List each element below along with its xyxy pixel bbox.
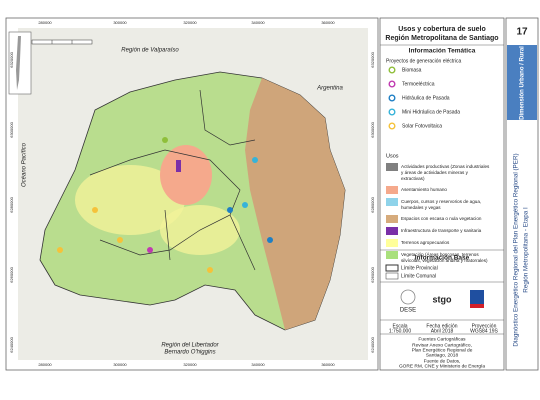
legend-label: Infraestructura de transporte y sanitari… (401, 228, 482, 233)
legend-icon (388, 108, 396, 116)
x-coordinate: 360000 (321, 20, 335, 25)
urban-zone (160, 145, 212, 205)
dimension-box (507, 45, 537, 120)
table-value: 1:750.000 (389, 328, 411, 334)
legend-label: Actividades productivas (Zonas industria… (401, 164, 490, 181)
sources-line: Revisar Anexo Cartográfico, (412, 342, 472, 348)
legend-title: Información Temática (409, 48, 476, 55)
legend-swatch (385, 264, 399, 272)
legend-label: Biomasa (402, 67, 422, 73)
table-value: WGS84 19S (470, 328, 498, 334)
sources-line: Plan Energético Regional de (412, 347, 473, 353)
legend-subtitle: Proyectos de generación eléctrica (386, 58, 462, 64)
legend-subtitle: Usos (386, 153, 399, 159)
legend-label: Hidráulica de Pasada (402, 95, 450, 101)
legend-label: Límite Comunal (401, 273, 436, 279)
table-header: Proyección (472, 323, 497, 329)
legend-swatch (385, 272, 399, 280)
map-label: Argentina (316, 86, 343, 92)
table-value: Abril 2018 (431, 328, 454, 334)
legend-swatch (386, 239, 398, 247)
locator-country (16, 36, 21, 90)
legend-icon (388, 122, 396, 130)
legend-icon (388, 80, 396, 88)
dimension-label: Dimensión Urbano / Rural (520, 46, 526, 120)
y-coordinate: 6260000 (370, 266, 375, 282)
map-label: Región de Valparaíso (121, 48, 179, 54)
y-coordinate: 6300000 (370, 121, 375, 137)
legend-swatch (386, 163, 398, 171)
legend-icon (388, 66, 396, 74)
scale-bar-ticks (51, 40, 73, 44)
y-coordinate: 6320000 (9, 51, 14, 67)
province-line (164, 89, 256, 271)
sources-line: Santiago, 2018 (426, 352, 459, 358)
logo-icon (400, 289, 416, 305)
province-line (89, 149, 241, 256)
title: Región Metropolitana de Santiago (385, 35, 498, 42)
y-coordinate: 6280000 (9, 196, 14, 212)
x-coordinate: 340000 (251, 362, 265, 367)
gov-logo (470, 304, 484, 308)
x-coordinate: 340000 (251, 20, 265, 25)
side-title: Diagnóstico Energético Regional del Plan… (513, 153, 520, 346)
sheet-number: 17 (516, 27, 528, 38)
x-coordinate: 280000 (38, 20, 52, 25)
logo-text: stgo (433, 294, 453, 304)
legend-label: Termoeléctrica (402, 81, 435, 87)
legend-swatch (386, 251, 398, 259)
map-label: Región del Libertador (161, 343, 219, 349)
map-label: Océano Pacífico (22, 142, 28, 187)
legend-swatch (386, 227, 398, 235)
locator-inset (8, 31, 32, 95)
agri-zone (75, 165, 185, 235)
x-coordinate: 280000 (38, 362, 52, 367)
y-coordinate: 6300000 (9, 121, 14, 137)
data-source: GORE RM, CNE y Ministerio de Energía (399, 363, 485, 369)
gov-logo (470, 290, 484, 308)
x-coordinate: 300000 (113, 362, 127, 367)
legend-title: Información Base (415, 255, 470, 262)
legend-swatch (386, 198, 398, 206)
x-coordinate: 300000 (113, 20, 127, 25)
y-coordinate: 6240000 (370, 336, 375, 352)
legend-label: Espacios con escasa o nula vegetacion (401, 216, 482, 221)
legend-label: Vegetación (Áreas boscosas, terrenos silv… (401, 251, 488, 263)
y-coordinate: 6260000 (9, 266, 14, 282)
energy-markers (57, 137, 273, 273)
logo-text: DESE (400, 308, 416, 314)
y-coordinate: 6240000 (9, 336, 14, 352)
legend-label: Asentamiento humano (401, 187, 447, 192)
y-coordinate: 6280000 (370, 196, 375, 212)
legend-label: Límite Provincial (401, 265, 438, 271)
legend-swatch (386, 186, 398, 194)
legend-label: Terrenos agropecuarios (401, 240, 450, 245)
x-coordinate: 320000 (183, 20, 197, 25)
y-coordinate: 6320000 (370, 51, 375, 67)
x-coordinate: 360000 (321, 362, 335, 367)
legend-swatch (386, 215, 398, 223)
x-coordinate: 320000 (183, 362, 197, 367)
andes-zone (245, 78, 345, 330)
scale-bar (31, 39, 93, 45)
legend-label: Mini Hidráulica de Pasada (402, 109, 460, 115)
data-title: Fuente de Datos, (424, 358, 461, 364)
title: Usos y cobertura de suelo (398, 26, 486, 33)
legend-panel (379, 17, 505, 371)
table-header: Fecha edición (426, 323, 457, 329)
sources-title: Fuentes Cartográficas (418, 336, 466, 342)
legend-icon (388, 94, 396, 102)
infrastructure (176, 160, 181, 172)
table-header: Escala (392, 323, 407, 329)
side-title: Región Metropolitana - Etapa I (523, 207, 530, 293)
legend-label: Solar Fotovoltaica (402, 123, 442, 129)
legend-label: Cuerpos, cursos y reservorios de agua, hu… (401, 199, 481, 210)
map-label: Bernardo O'higgins (164, 350, 215, 356)
